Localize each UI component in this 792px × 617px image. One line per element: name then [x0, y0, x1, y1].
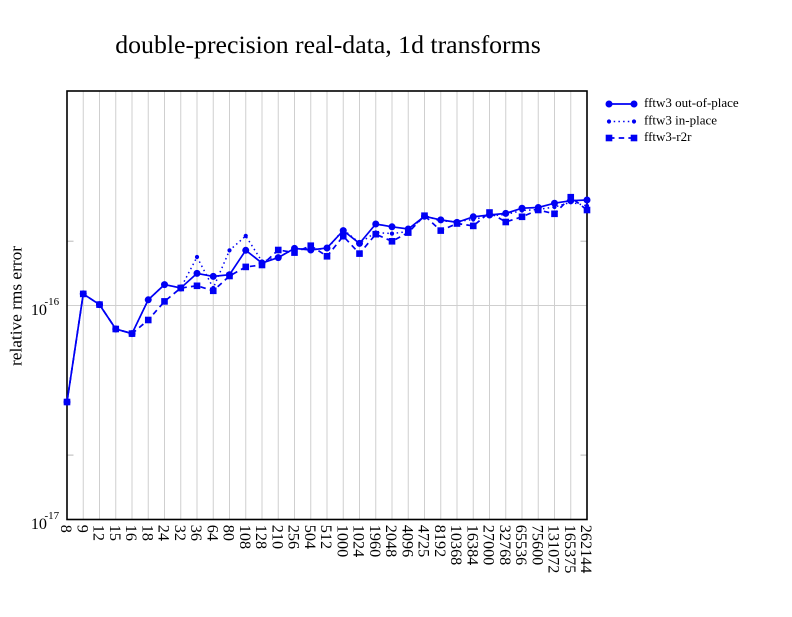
svg-text:15: 15 — [106, 525, 124, 541]
svg-text:double-precision real-data, 1d: double-precision real-data, 1d transform… — [115, 30, 541, 59]
svg-text:36: 36 — [187, 525, 205, 541]
svg-text:8192: 8192 — [431, 525, 449, 557]
svg-text:262144: 262144 — [577, 525, 595, 574]
svg-text:fftw3-r2r: fftw3-r2r — [644, 129, 692, 144]
svg-text:128: 128 — [252, 525, 270, 549]
svg-text:1960: 1960 — [366, 525, 384, 557]
svg-text:1024: 1024 — [350, 525, 368, 557]
svg-text:relative rms error: relative rms error — [7, 246, 26, 366]
svg-text:4096: 4096 — [398, 525, 416, 557]
svg-text:-16: -16 — [45, 296, 60, 308]
svg-text:16: 16 — [122, 525, 140, 541]
svg-text:9: 9 — [73, 525, 91, 533]
svg-text:80: 80 — [220, 525, 238, 541]
svg-text:10: 10 — [31, 301, 47, 319]
svg-text:16384: 16384 — [463, 525, 481, 565]
svg-text:fftw3 in-place: fftw3 in-place — [644, 112, 717, 127]
svg-text:12: 12 — [90, 525, 108, 541]
svg-text:131072: 131072 — [545, 525, 563, 574]
svg-text:fftw3 out-of-place: fftw3 out-of-place — [644, 95, 739, 110]
svg-text:27000: 27000 — [480, 525, 498, 565]
svg-text:512: 512 — [317, 525, 335, 549]
svg-text:165375: 165375 — [561, 525, 579, 574]
svg-text:256: 256 — [285, 525, 303, 549]
svg-text:4725: 4725 — [415, 525, 433, 557]
svg-text:10368: 10368 — [447, 525, 465, 565]
svg-text:8: 8 — [57, 525, 75, 533]
svg-text:24: 24 — [155, 525, 173, 541]
svg-text:2048: 2048 — [382, 525, 400, 557]
svg-text:32768: 32768 — [496, 525, 514, 565]
svg-text:64: 64 — [203, 525, 221, 541]
svg-text:75600: 75600 — [528, 525, 546, 565]
svg-text:1000: 1000 — [333, 525, 351, 557]
svg-text:10: 10 — [31, 515, 47, 533]
svg-text:18: 18 — [138, 525, 156, 541]
svg-text:-17: -17 — [45, 510, 60, 522]
svg-text:504: 504 — [301, 525, 319, 549]
svg-text:108: 108 — [236, 525, 254, 549]
svg-text:210: 210 — [268, 525, 286, 549]
svg-text:65536: 65536 — [512, 525, 530, 565]
svg-text:32: 32 — [171, 525, 189, 541]
